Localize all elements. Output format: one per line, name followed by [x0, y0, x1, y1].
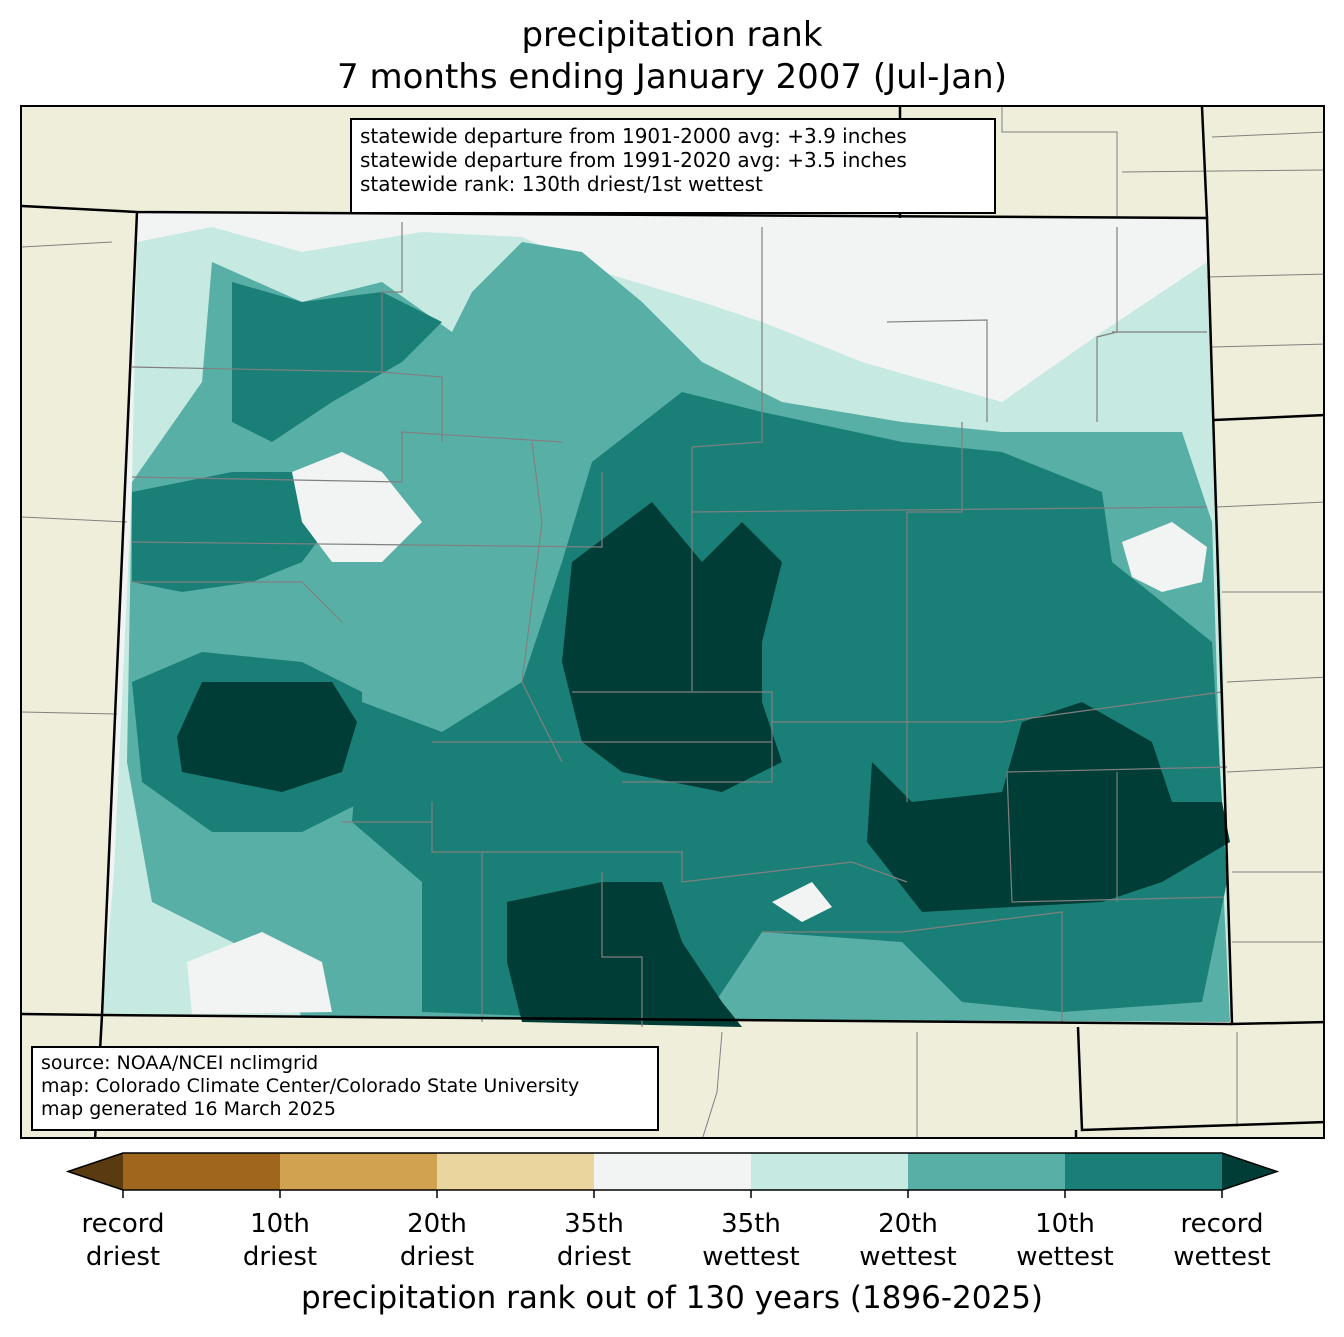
generated-date-line: map generated 16 March 2025: [41, 1098, 336, 1120]
colorbar-tick-label: record wettest: [1152, 1208, 1292, 1274]
colorbar-bin: [123, 1153, 281, 1190]
colorbar-bin: [594, 1153, 752, 1190]
tick-label-line2: driest: [85, 1242, 161, 1272]
source-line: source: NOAA/NCEI nclimgrid: [41, 1052, 319, 1074]
statewide-stats-box: statewide departure from 1901-2000 avg: …: [350, 118, 996, 214]
colorbar-bin: [437, 1153, 595, 1190]
tick-label-line1: 35th: [721, 1209, 781, 1239]
tick-label-line1: record: [1180, 1209, 1264, 1239]
colorbar-tick-label: 35th wettest: [681, 1208, 821, 1274]
map-title: precipitation rank: [521, 15, 823, 55]
colorbar-tick-label: record driest: [53, 1208, 193, 1274]
zone-light-patch: [187, 452, 1207, 1014]
colorbar-tick-label: 20th driest: [367, 1208, 507, 1274]
colorbar-bin: [751, 1153, 909, 1190]
stats-rank: statewide rank: 130th driest/1st wettest: [360, 172, 763, 196]
tick-label-line2: wettest: [859, 1242, 957, 1272]
neighbor-county-borders: [22, 107, 1323, 1137]
colorbar-tick-label: 35th driest: [524, 1208, 664, 1274]
tick-label-line1: 35th: [564, 1209, 624, 1239]
tick-label-line2: driest: [399, 1242, 475, 1272]
tick-label-line1: 20th: [878, 1209, 938, 1239]
colorbar-under-arrow: [68, 1153, 123, 1190]
county-borders: [131, 222, 1228, 1027]
colorbar-tick-label: 10th wettest: [995, 1208, 1135, 1274]
tick-label-line2: driest: [556, 1242, 632, 1272]
colorbar-bin: [280, 1153, 438, 1190]
tick-label-line1: record: [81, 1209, 165, 1239]
tick-label-line2: driest: [242, 1242, 318, 1272]
colorbar-bin: [908, 1153, 1066, 1190]
tick-label-line1: 20th: [407, 1209, 467, 1239]
colorbar: [65, 1152, 1280, 1198]
tick-label-line1: 10th: [250, 1209, 310, 1239]
tick-label-line1: 10th: [1035, 1209, 1095, 1239]
stats-departure-1991-2020: statewide departure from 1991-2020 avg: …: [360, 148, 907, 172]
tick-label-line2: wettest: [1016, 1242, 1114, 1272]
tick-label-line2: wettest: [702, 1242, 800, 1272]
zone-record-wettest: [177, 502, 1230, 1027]
colorbar-over-arrow: [1222, 1153, 1277, 1190]
colorbar-bin: [1065, 1153, 1223, 1190]
map-subtitle: 7 months ending January 2007 (Jul-Jan): [337, 57, 1007, 97]
tick-label-line2: wettest: [1173, 1242, 1271, 1272]
stats-departure-1901-2000: statewide departure from 1901-2000 avg: …: [360, 124, 907, 148]
colorbar-label: precipitation rank out of 130 years (189…: [300, 1280, 1044, 1316]
source-credit-box: source: NOAA/NCEI nclimgrid map: Colorad…: [31, 1046, 659, 1131]
precipitation-rank-map: [22, 107, 1323, 1137]
map-panel: [20, 105, 1325, 1139]
map-credit-line: map: Colorado Climate Center/Colorado St…: [41, 1075, 580, 1097]
colorbar-tick-label: 10th driest: [210, 1208, 350, 1274]
colorbar-tick-label: 20th wettest: [838, 1208, 978, 1274]
